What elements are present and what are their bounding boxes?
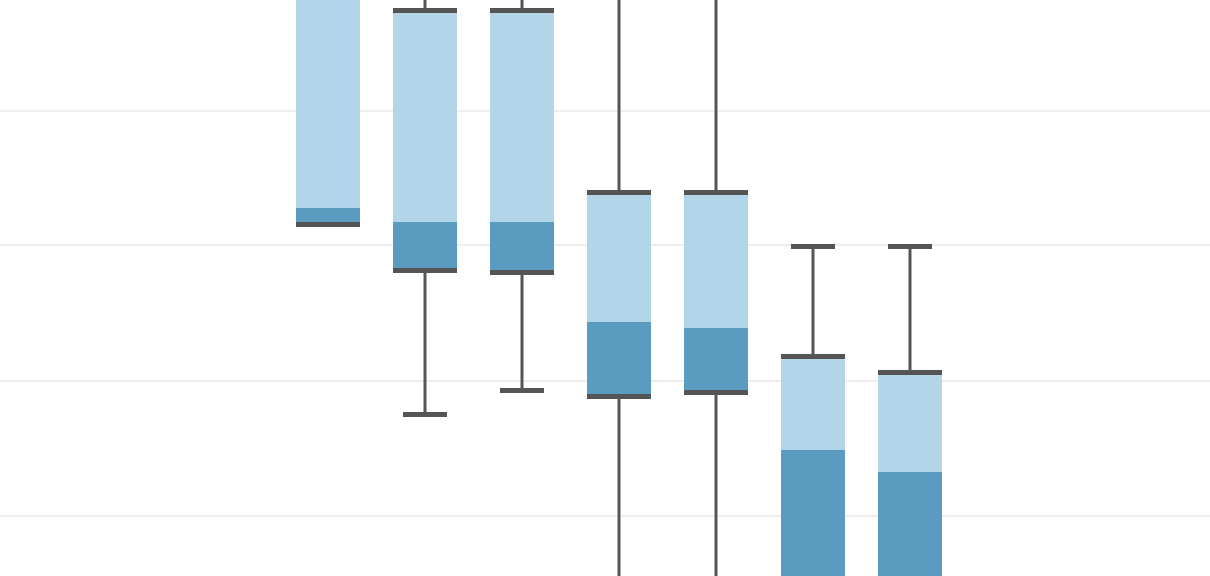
box-upper — [393, 10, 457, 222]
box-upper — [490, 10, 554, 222]
box-border-bottom — [393, 268, 457, 273]
box-border-top — [781, 354, 845, 359]
box-plot — [781, 0, 845, 576]
whisker-lower — [424, 270, 427, 414]
box-border-bottom — [684, 390, 748, 395]
box-border-top — [393, 8, 457, 13]
whisker-cap-lower — [500, 388, 544, 393]
whisker-cap-lower — [403, 412, 447, 417]
box-upper — [781, 356, 845, 450]
box-border-top — [490, 8, 554, 13]
box-plot — [490, 0, 554, 576]
box-plot — [393, 0, 457, 576]
box-lower — [393, 222, 457, 270]
box-lower — [684, 328, 748, 392]
box-plot — [878, 0, 942, 576]
whisker-upper — [618, 0, 621, 192]
box-lower — [878, 472, 942, 576]
box-upper — [878, 372, 942, 472]
box-border-top — [878, 370, 942, 375]
boxplot-chart — [0, 0, 1210, 576]
whisker-upper — [715, 0, 718, 192]
box-border-top — [684, 190, 748, 195]
box-plot — [684, 0, 748, 576]
whisker-cap-upper — [791, 244, 835, 249]
whisker-upper — [909, 246, 912, 372]
whisker-lower — [715, 392, 718, 576]
box-upper — [587, 192, 651, 322]
box-plot — [587, 0, 651, 576]
whisker-cap-upper — [888, 244, 932, 249]
whisker-upper — [812, 246, 815, 356]
box-border-top — [587, 190, 651, 195]
box-lower — [587, 322, 651, 396]
box-upper — [684, 192, 748, 328]
box-border-bottom — [490, 270, 554, 275]
box-upper — [296, 0, 360, 208]
box-border-bottom — [296, 222, 360, 227]
box-lower — [490, 222, 554, 272]
whisker-lower — [618, 396, 621, 576]
whisker-lower — [521, 272, 524, 390]
box-lower — [781, 450, 845, 576]
box-plot — [296, 0, 360, 576]
box-border-bottom — [587, 394, 651, 399]
